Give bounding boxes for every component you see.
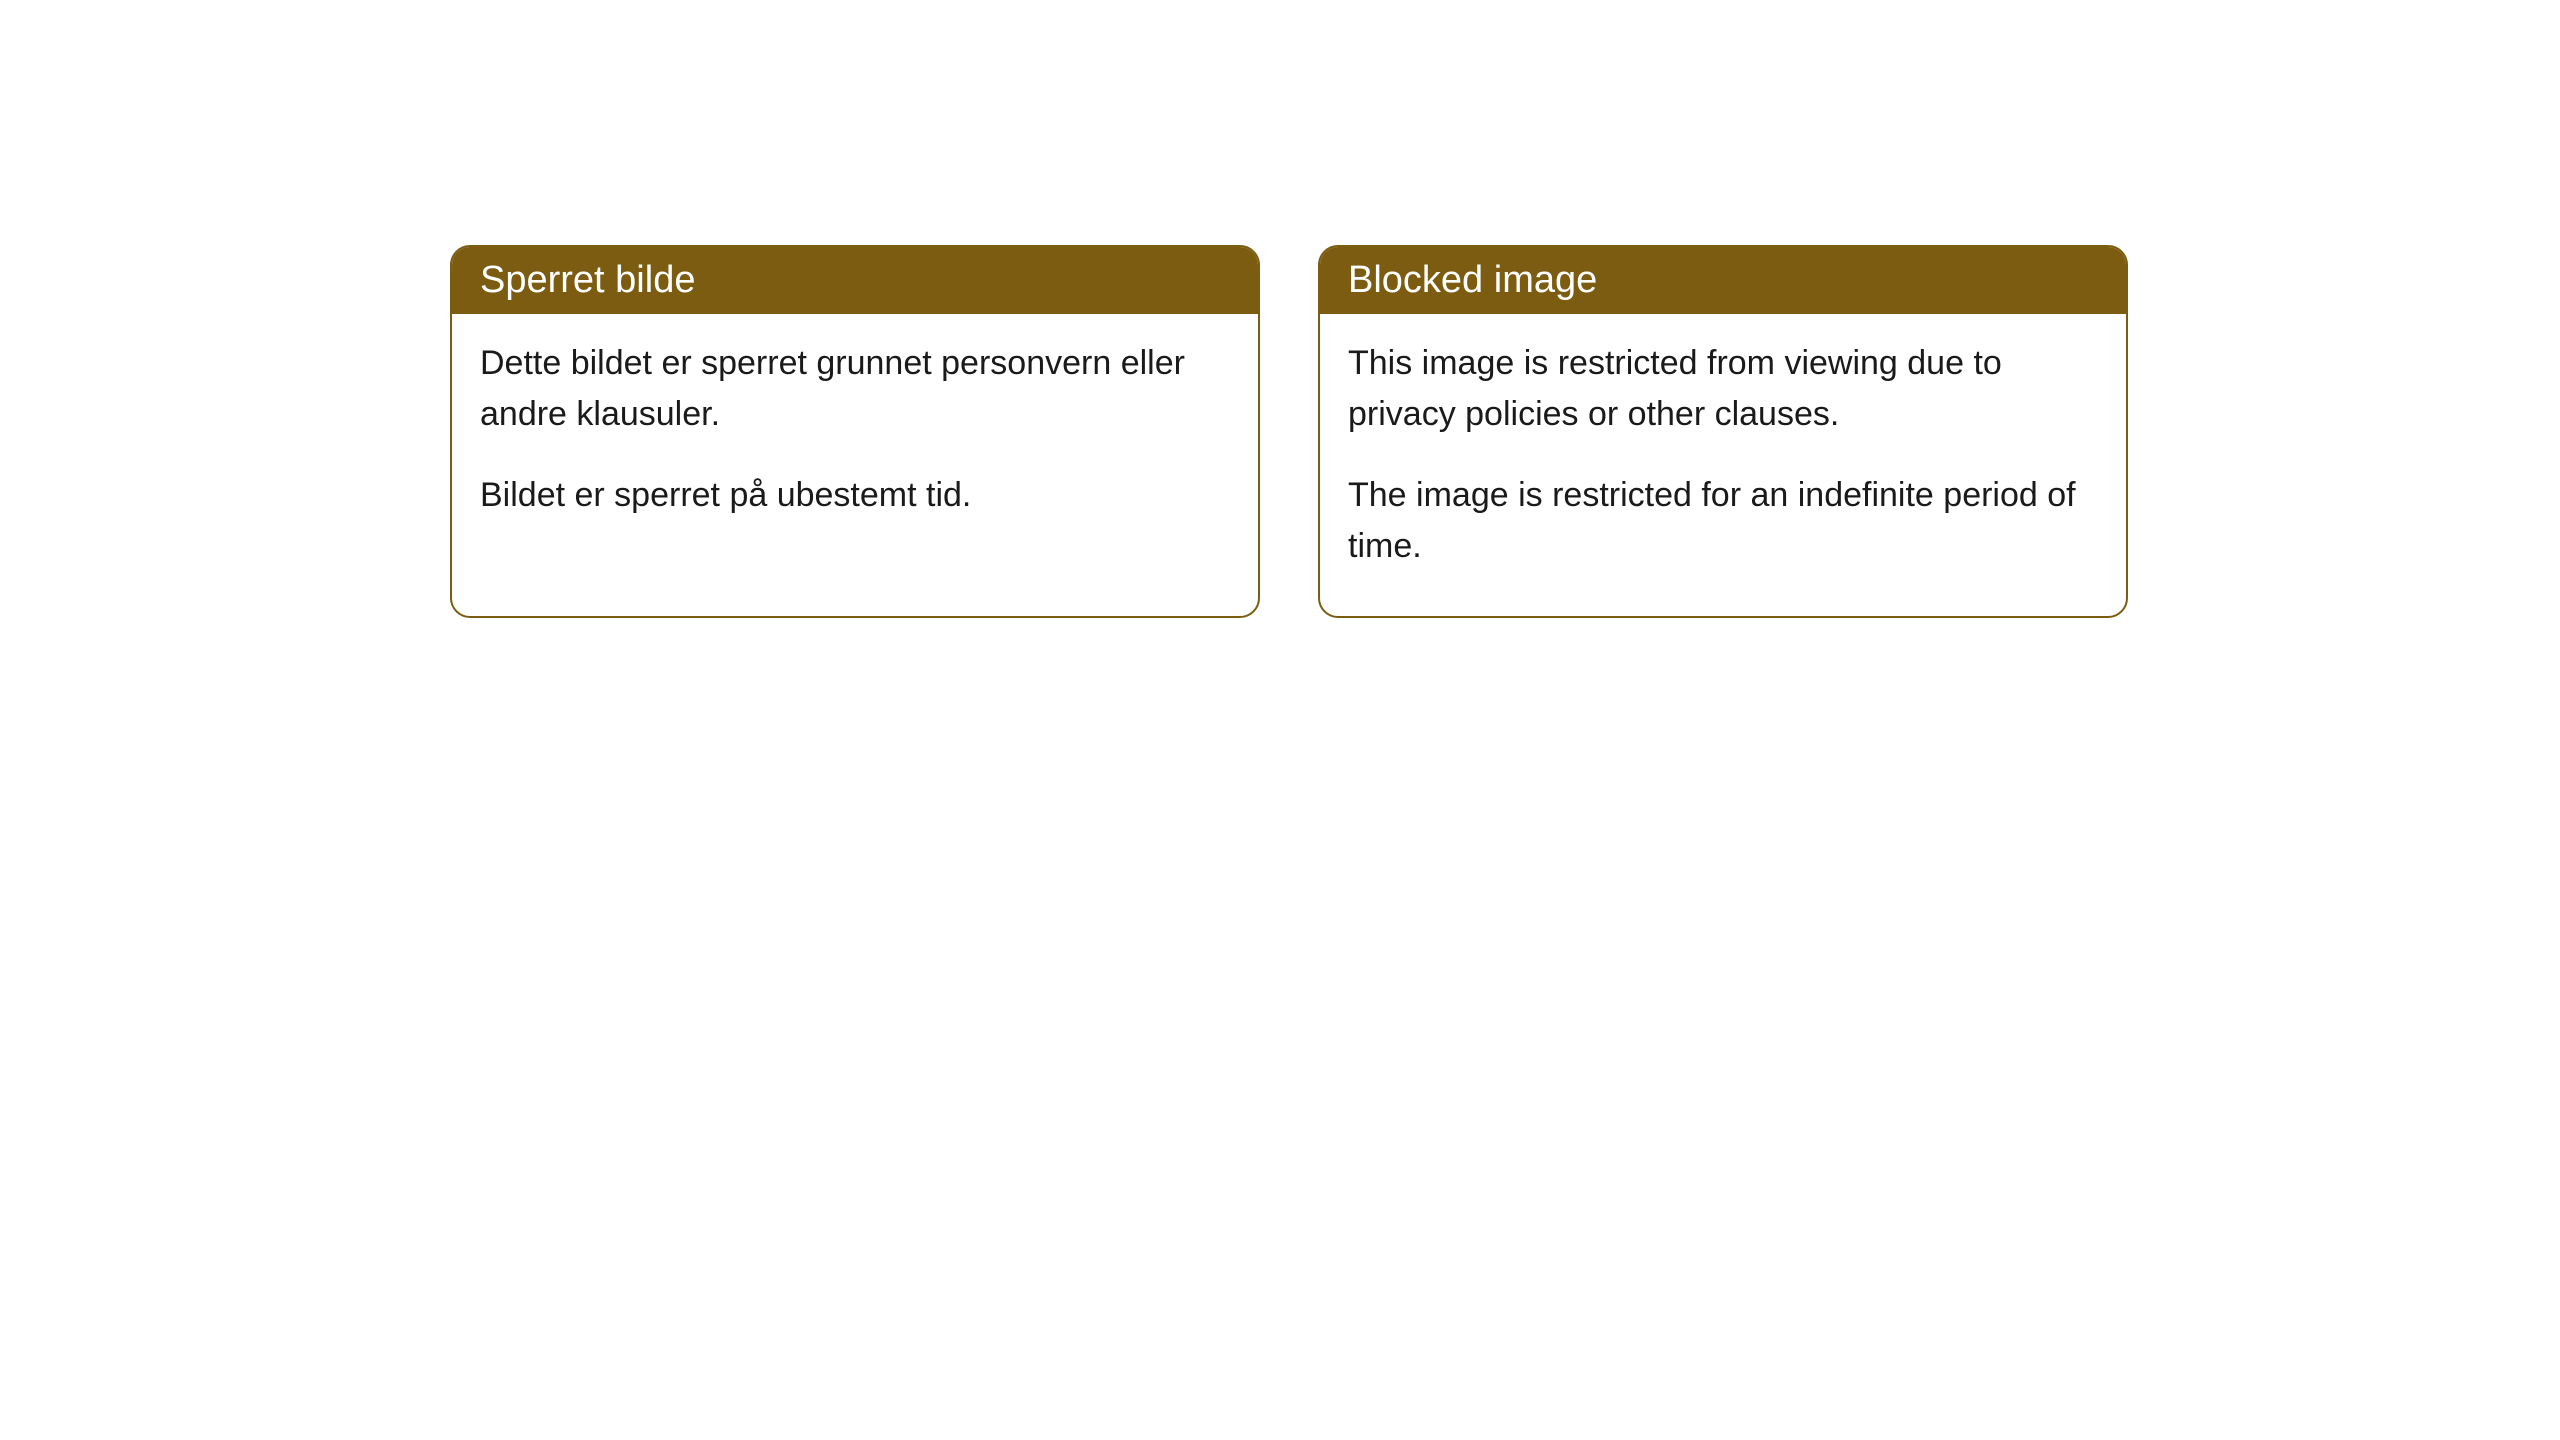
blocked-image-card-norwegian: Sperret bilde Dette bildet er sperret gr… bbox=[450, 245, 1260, 618]
card-body: This image is restricted from viewing du… bbox=[1320, 314, 2126, 616]
card-paragraph: The image is restricted for an indefinit… bbox=[1348, 470, 2098, 572]
card-header: Blocked image bbox=[1320, 247, 2126, 314]
card-title: Sperret bilde bbox=[480, 259, 695, 301]
card-paragraph: Bildet er sperret på ubestemt tid. bbox=[480, 470, 1230, 521]
notice-panel-container: Sperret bilde Dette bildet er sperret gr… bbox=[450, 245, 2128, 618]
blocked-image-card-english: Blocked image This image is restricted f… bbox=[1318, 245, 2128, 618]
card-body: Dette bildet er sperret grunnet personve… bbox=[452, 314, 1258, 565]
card-header: Sperret bilde bbox=[452, 247, 1258, 314]
card-title: Blocked image bbox=[1348, 259, 1597, 301]
card-paragraph: This image is restricted from viewing du… bbox=[1348, 338, 2098, 440]
card-paragraph: Dette bildet er sperret grunnet personve… bbox=[480, 338, 1230, 440]
